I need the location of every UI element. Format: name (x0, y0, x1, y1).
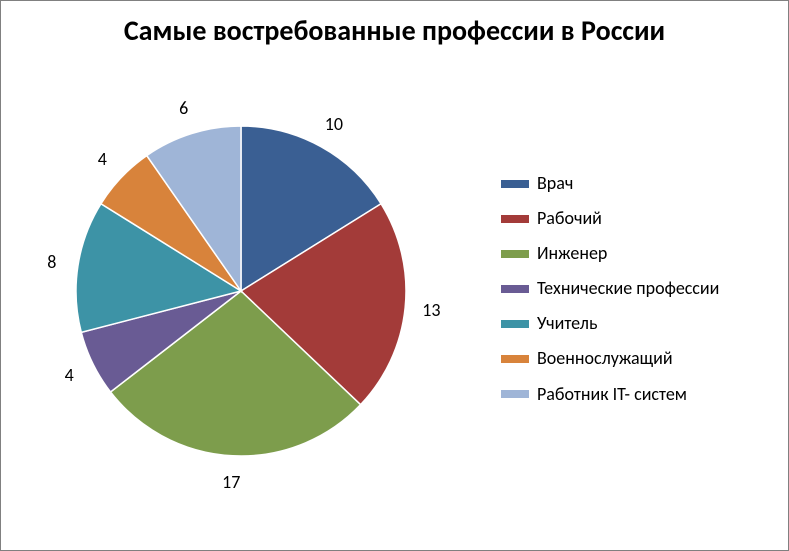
legend-label: Рабочий (537, 201, 602, 236)
legend-swatch (501, 180, 529, 188)
chart-frame: Самые востребованные профессии в России … (0, 0, 789, 551)
legend-label: Работник IT- систем (537, 377, 687, 412)
pie-slice-label: 10 (325, 113, 343, 135)
legend-label: Военнослужащий (537, 341, 673, 376)
legend-item: Врач (501, 166, 719, 201)
legend-swatch (501, 355, 529, 363)
legend-item: Технические профессии (501, 271, 719, 306)
legend-label: Врач (537, 166, 573, 201)
legend-item: Инженер (501, 236, 719, 271)
pie-slice-label: 6 (179, 97, 188, 119)
pie-chart: 1013174846 (76, 126, 406, 456)
legend-swatch (501, 250, 529, 258)
pie-svg (76, 126, 406, 456)
legend-label: Инженер (537, 236, 607, 271)
pie-slice-label: 17 (222, 471, 240, 493)
legend-label: Учитель (537, 306, 597, 341)
pie-slice-label: 13 (422, 299, 440, 321)
legend: ВрачРабочийИнженерТехнические профессииУ… (501, 166, 719, 412)
pie-slice-label: 4 (98, 148, 107, 170)
legend-item: Учитель (501, 306, 719, 341)
legend-item: Рабочий (501, 201, 719, 236)
legend-swatch (501, 320, 529, 328)
pie-slice-label: 8 (47, 251, 56, 273)
pie-slice-label: 4 (65, 364, 74, 386)
legend-label: Технические профессии (537, 271, 719, 306)
legend-item: Военнослужащий (501, 341, 719, 376)
chart-title: Самые востребованные профессии в России (1, 15, 788, 47)
legend-swatch (501, 215, 529, 223)
legend-item: Работник IT- систем (501, 377, 719, 412)
legend-swatch (501, 390, 529, 398)
legend-swatch (501, 285, 529, 293)
